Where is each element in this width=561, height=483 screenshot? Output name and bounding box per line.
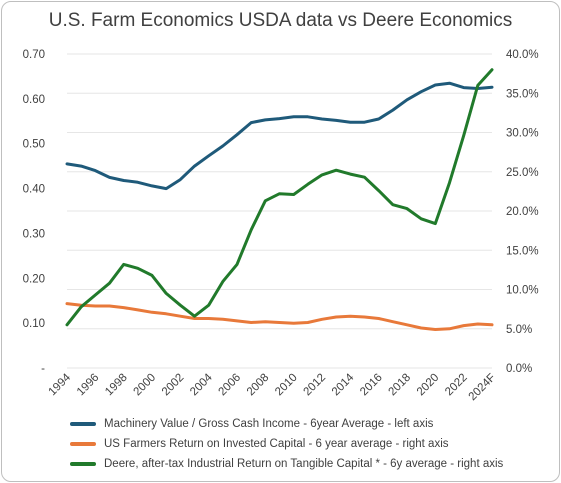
machinery-value-line [65, 81, 494, 191]
legend-item-machinery: Machinery Value / Gross Cash Income - 6y… [70, 418, 433, 430]
legend-item-us-farmers: US Farmers Return on Invested Capital - … [70, 438, 449, 450]
right-tick-label: 0.0% [506, 363, 532, 375]
legend-label-machinery: Machinery Value / Gross Cash Income - 6y… [104, 418, 434, 430]
series-lines [65, 68, 494, 331]
x-tick-label: 2016 [358, 372, 385, 399]
x-tick-label: 2018 [387, 372, 414, 399]
right-axis-ticks: 0.0% 5.0% 10.0% 15.0% 20.0% 25.0% 30.0% 35.0% 40… [506, 49, 539, 375]
x-tick-label: 1998 [103, 372, 130, 399]
left-tick-label: - [41, 363, 45, 375]
x-tick-label: 2004 [188, 371, 215, 398]
x-tick-label: 2014 [330, 371, 357, 398]
right-tick-label: 40.0% [506, 49, 539, 61]
x-axis-ticks: 1994 1996 1998 2000 2002 2004 2006 2008 2010 2012… [47, 371, 499, 403]
x-tick-label: 2012 [302, 372, 329, 399]
right-tick-label: 35.0% [506, 88, 539, 100]
left-tick-label: 0.40 [23, 184, 45, 196]
chart-title: U.S. Farm Economics USDA data vs Deere E… [48, 10, 513, 31]
right-tick-label: 5.0% [506, 324, 532, 336]
us-farmers-roic-line [65, 302, 494, 331]
legend-swatch-machinery [70, 422, 96, 426]
left-tick-label: 0.10 [23, 318, 45, 330]
left-tick-label: 0.70 [23, 49, 45, 61]
left-tick-label: 0.20 [23, 273, 45, 285]
x-tick-label: 2024F [467, 372, 499, 404]
legend-item-deere: Deere, after-tax Industrial Return on Ta… [70, 458, 503, 470]
left-tick-label: 0.60 [23, 94, 45, 106]
legend-label-us-farmers: US Farmers Return on Invested Capital - … [104, 438, 449, 450]
left-tick-label: 0.50 [23, 139, 45, 151]
x-tick-label: 2002 [160, 372, 187, 399]
left-tick-label: 0.30 [23, 228, 45, 240]
legend-swatch-deere [70, 462, 96, 466]
gridlines [67, 53, 492, 369]
legend-label-deere: Deere, after-tax Industrial Return on Ta… [104, 458, 504, 470]
x-tick-label: 1996 [75, 372, 102, 399]
legend-swatch-us-farmers [70, 442, 96, 446]
x-tick-label: 2020 [415, 372, 442, 399]
x-tick-label: 2008 [245, 372, 272, 399]
x-tick-label: 1994 [47, 371, 74, 398]
x-tick-label: 2010 [273, 372, 300, 399]
right-tick-label: 20.0% [506, 206, 539, 218]
right-tick-label: 10.0% [506, 285, 539, 297]
left-axis-ticks: - 0.10 0.20 0.30 0.40 0.50 0.60 0.70 [23, 49, 46, 375]
x-tick-label: 2000 [132, 372, 159, 399]
right-tick-label: 25.0% [506, 167, 539, 179]
right-tick-label: 30.0% [506, 128, 539, 140]
x-tick-label: 2006 [217, 372, 244, 399]
right-tick-label: 15.0% [506, 245, 539, 257]
deere-return-line [65, 68, 494, 327]
